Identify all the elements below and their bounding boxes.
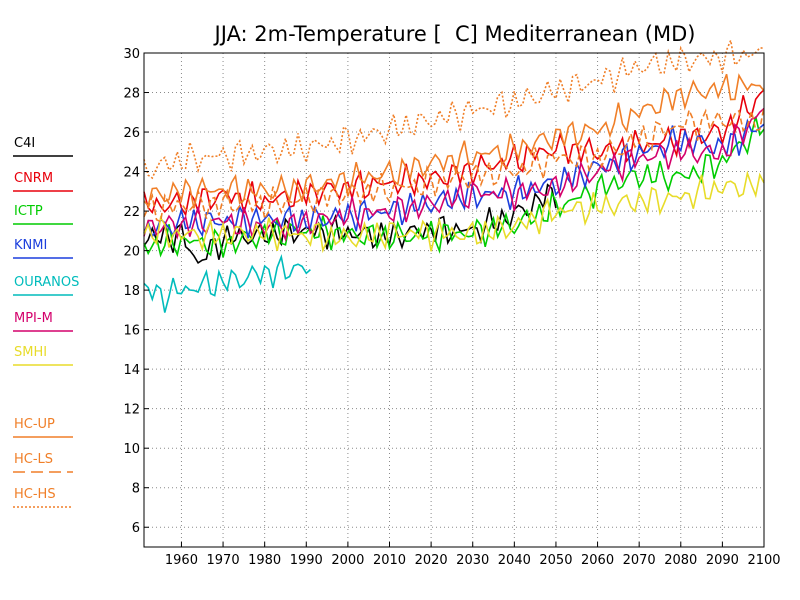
series-line-smhi xyxy=(143,170,765,254)
series-lines xyxy=(143,37,765,313)
x-axis-ticks: 1960 1970 1980 1990 2000 2010 2020 2030 2040 2050… xyxy=(165,542,781,568)
x-tick-label: 2030 xyxy=(456,553,489,568)
chart-title: JJA: 2m-Temperature [ C] Mediterranean (… xyxy=(213,22,696,46)
x-tick-label: 2050 xyxy=(539,553,572,568)
y-tick-label: 8 xyxy=(132,482,140,497)
x-tick-label: 2080 xyxy=(664,553,697,568)
x-tick-label: 1980 xyxy=(248,553,281,568)
x-tick-label: 1960 xyxy=(165,553,198,568)
legend-label-cnrm: CNRM xyxy=(14,171,53,186)
y-axis-ticks: 6 8 10 12 14 16 18 20 22 24 26 28 30 xyxy=(123,47,149,536)
y-tick-label: 12 xyxy=(123,403,140,418)
x-tick-label: 2090 xyxy=(706,553,739,568)
legend-label-smhi: SMHI xyxy=(14,345,47,360)
legend-label-knmi: KNMI xyxy=(14,238,47,253)
legend-label-c4i: C4I xyxy=(14,136,35,151)
x-tick-label: 1990 xyxy=(290,553,323,568)
grid xyxy=(144,52,765,547)
y-tick-label: 14 xyxy=(123,363,140,378)
legend-label-hc-up: HC-UP xyxy=(14,417,55,432)
series-line-hc-hs xyxy=(143,37,765,180)
series-line-mpi-m xyxy=(143,107,765,243)
x-tick-label: 1970 xyxy=(207,553,240,568)
x-tick-label: 2000 xyxy=(331,553,364,568)
x-tick-label: 2010 xyxy=(373,553,406,568)
y-tick-label: 20 xyxy=(123,245,140,260)
y-tick-label: 16 xyxy=(123,324,140,339)
legend: C4I CNRM ICTP KNMI OURANOS MPI-M SMHI HC-UP HC-L… xyxy=(13,136,79,508)
x-tick-label: 2040 xyxy=(498,553,531,568)
series-line-knmi xyxy=(143,118,765,239)
y-tick-label: 24 xyxy=(123,166,140,181)
series-line-hc-up xyxy=(143,73,765,209)
y-tick-label: 10 xyxy=(123,442,140,457)
x-tick-label: 2100 xyxy=(747,553,780,568)
y-tick-label: 26 xyxy=(123,126,140,141)
x-tick-label: 2070 xyxy=(623,553,656,568)
plot-frame xyxy=(143,52,765,548)
legend-label-ictp: ICTP xyxy=(14,204,43,219)
legend-label-hc-ls: HC-LS xyxy=(14,452,53,467)
x-tick-label: 2060 xyxy=(581,553,614,568)
legend-label-mpi-m: MPI-M xyxy=(14,311,53,326)
y-tick-label: 6 xyxy=(132,521,140,536)
y-tick-label: 30 xyxy=(123,47,140,62)
y-tick-label: 22 xyxy=(123,205,140,220)
legend-label-ouranos: OURANOS xyxy=(14,275,79,290)
x-tick-label: 2020 xyxy=(415,553,448,568)
legend-label-hc-hs: HC-HS xyxy=(14,487,56,502)
y-tick-label: 28 xyxy=(123,87,140,102)
series-line-ouranos xyxy=(143,254,311,313)
y-tick-label: 18 xyxy=(123,284,140,299)
